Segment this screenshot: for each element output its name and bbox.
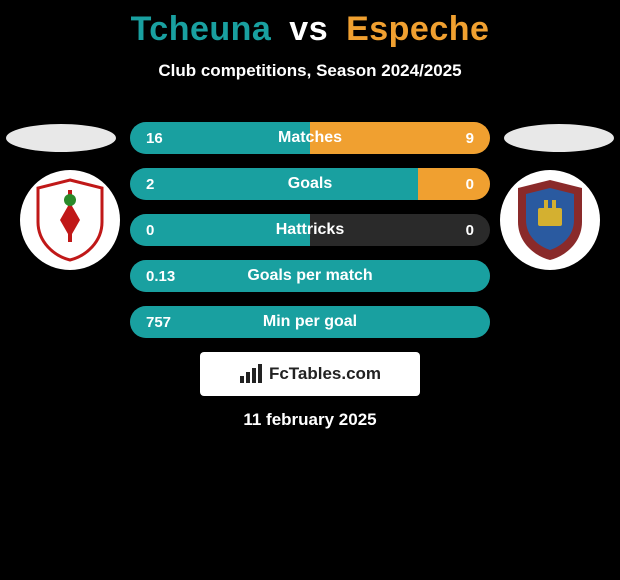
- stat-label: Hattricks: [210, 221, 410, 239]
- pontedera-shield-icon: [514, 178, 586, 262]
- stat-label: Goals per match: [210, 267, 410, 285]
- stat-value-right: 9: [410, 130, 490, 147]
- player2-name: Espeche: [346, 10, 489, 48]
- date-text: 11 february 2025: [0, 410, 620, 430]
- barchart-icon: [239, 364, 263, 384]
- stat-label: Goals: [210, 175, 410, 193]
- fctables-logo: FcTables.com: [200, 352, 420, 396]
- right-club-badge: [500, 170, 600, 270]
- carpi-shield-icon: [34, 178, 106, 262]
- left-oval: [6, 124, 116, 152]
- page-title: Tcheuna vs Espeche: [0, 0, 620, 49]
- left-club-badge: [20, 170, 120, 270]
- stat-value-right: 0: [410, 222, 490, 239]
- stat-value-left: 0: [130, 222, 210, 239]
- stat-row: 0Hattricks0: [130, 214, 490, 246]
- stat-row: 757Min per goal: [130, 306, 490, 338]
- stat-value-left: 2: [130, 176, 210, 193]
- vs-text: vs: [289, 10, 328, 48]
- stats-panel: 16Matches92Goals00Hattricks00.13Goals pe…: [130, 122, 490, 352]
- subtitle: Club competitions, Season 2024/2025: [0, 61, 620, 81]
- stat-row: 16Matches9: [130, 122, 490, 154]
- stat-value-left: 757: [130, 314, 210, 331]
- stat-value-left: 16: [130, 130, 210, 147]
- stat-value-right: 0: [410, 176, 490, 193]
- stat-label: Min per goal: [210, 313, 410, 331]
- fctables-text: FcTables.com: [269, 364, 381, 384]
- stat-row: 0.13Goals per match: [130, 260, 490, 292]
- stat-row: 2Goals0: [130, 168, 490, 200]
- player1-name: Tcheuna: [131, 10, 272, 48]
- right-oval: [504, 124, 614, 152]
- stat-value-left: 0.13: [130, 268, 210, 285]
- stat-label: Matches: [210, 129, 410, 147]
